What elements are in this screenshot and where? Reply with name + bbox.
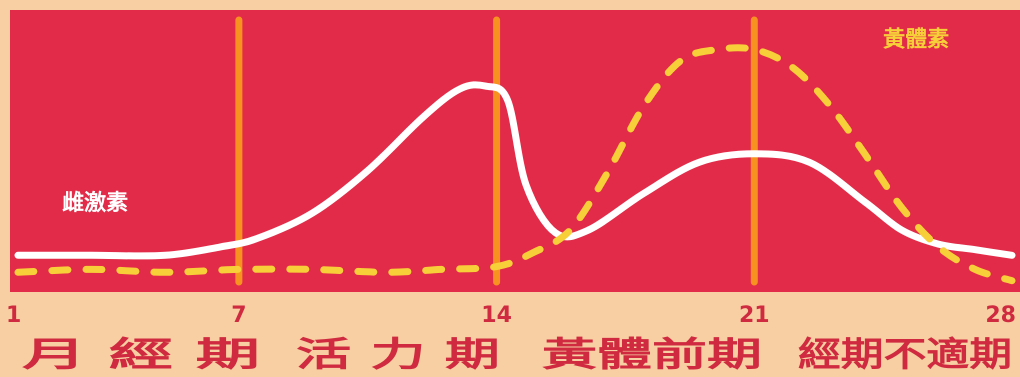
day-tick-labels: 1 7 14 21 28 bbox=[6, 303, 1016, 328]
series-label-2: 黃體素 bbox=[883, 27, 949, 53]
phase-label-4: 經期不適期 bbox=[798, 335, 1012, 375]
tick-label-day-21: 21 bbox=[739, 303, 770, 328]
tick-label-day-7: 7 bbox=[231, 303, 246, 328]
phase-label-3: 黃體前期 bbox=[542, 335, 762, 375]
series-labels: 雌激素 黃體素 bbox=[62, 27, 949, 217]
phase-label-1: 月 經 期 bbox=[22, 335, 260, 375]
series-line-1 bbox=[14, 81, 1016, 260]
series-label-1: 雌激素 bbox=[62, 190, 128, 216]
phase-label-2: 活 力 期 bbox=[296, 335, 500, 375]
tick-label-day-14: 14 bbox=[481, 303, 512, 328]
series-lines bbox=[14, 44, 1016, 285]
phase-labels: 月 經 期活 力 期 黃體前期 經期不適期 bbox=[22, 335, 1012, 375]
tick-label-day-28: 28 bbox=[985, 303, 1016, 328]
tick-label-day-1: 1 bbox=[6, 303, 21, 328]
series-line-2 bbox=[14, 44, 1016, 285]
